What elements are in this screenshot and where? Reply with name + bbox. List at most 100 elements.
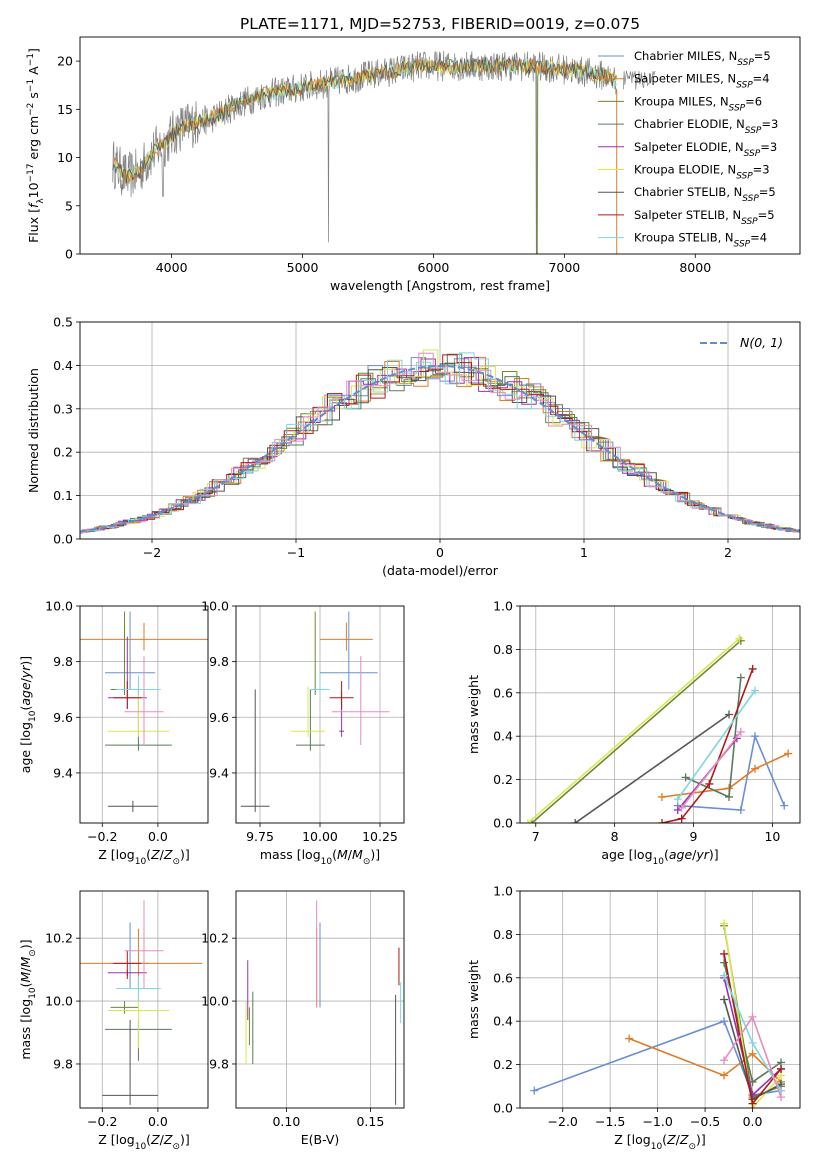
errorbar xyxy=(116,675,161,696)
axes-frame xyxy=(79,605,209,824)
y-tick-label: 0.5 xyxy=(53,315,73,330)
weight-point-marker xyxy=(777,1064,786,1073)
x-axis-label: age [log10(age/yr)] xyxy=(601,847,718,867)
plot-area-age_vs_z xyxy=(80,611,208,812)
x-tick-label: 7 xyxy=(532,829,540,844)
x-axis-label: wavelength [Angstrom, rest frame] xyxy=(330,278,550,293)
panel-residuals: −2 −1 0 1 2 0.0 0.1 0.2 0.3 0.4 0.5 (data-model)/er… xyxy=(26,315,801,578)
y-tick-label: 1.0 xyxy=(493,884,513,899)
weight-point-marker xyxy=(736,727,745,736)
panel-spectrum: 4000 5000 6000 7000 8000 0 5 10 15 20 wavelength [… xyxy=(26,36,801,293)
weight-series-line xyxy=(661,752,789,798)
weight-point-marker xyxy=(625,1034,634,1043)
y-tick-label: 0.6 xyxy=(493,685,513,700)
y-tick-label: 0.1 xyxy=(53,488,73,503)
y-tick-label: 0.8 xyxy=(493,642,513,657)
weight-point-marker xyxy=(736,673,745,682)
errorbar xyxy=(102,1019,158,1105)
errorbar xyxy=(113,681,142,709)
errorbar xyxy=(113,950,142,980)
axes-frame xyxy=(519,605,801,824)
errorbar xyxy=(80,622,208,651)
weight-series-line xyxy=(574,713,730,823)
y-tick-label: 0.4 xyxy=(493,1014,513,1029)
x-axis-label: Z [log10(Z/Z⊙)] xyxy=(98,847,190,867)
plot-area-residuals xyxy=(80,349,800,534)
weight-point-marker xyxy=(571,819,580,823)
y-tick-label: 0.0 xyxy=(493,816,513,831)
weight-point-marker xyxy=(735,634,744,643)
plot-area-mass_vs_z xyxy=(80,900,203,1105)
weight-point-marker xyxy=(725,792,734,801)
x-tick-label: 1 xyxy=(580,545,588,560)
errorbar xyxy=(105,611,156,690)
weight-point-marker xyxy=(705,779,714,788)
legend-entry-label: Salpeter STELIB, NSSP=5 xyxy=(634,208,775,227)
errorbar xyxy=(240,689,270,812)
x-tick-label: −1.0 xyxy=(642,1114,672,1129)
spectrum-observed-red xyxy=(622,70,656,90)
plot-area-weight_vs_z xyxy=(530,919,786,1108)
weight-point-marker xyxy=(657,792,666,801)
y-tick-label: 10.0 xyxy=(45,599,73,614)
weight-point-marker xyxy=(720,958,729,967)
x-tick-label: −0.2 xyxy=(87,1114,117,1129)
legend-entry-label: Chabrier STELIB, NSSP=5 xyxy=(634,185,776,204)
x-tick-label: 4000 xyxy=(156,260,188,275)
x-tick-label: 6000 xyxy=(418,260,450,275)
weight-point-marker xyxy=(748,1012,757,1021)
axes-frame xyxy=(79,36,801,255)
y-tick-label: 0.0 xyxy=(493,1101,513,1116)
x-tick-label: 0.15 xyxy=(356,1114,384,1129)
y-tick-label: 9.4 xyxy=(209,765,229,780)
y-axis-label: mass weight xyxy=(466,960,481,1039)
weight-point-marker xyxy=(720,949,729,958)
y-tick-label: 0.3 xyxy=(53,401,73,416)
y-tick-label: 9.4 xyxy=(53,765,73,780)
legend-entry-label: Chabrier MILES, NSSP=5 xyxy=(634,49,771,68)
errorbar xyxy=(310,675,330,696)
y-tick-label: 9.6 xyxy=(53,710,73,725)
x-tick-label: 2 xyxy=(724,545,732,560)
x-tick-label: 0.0 xyxy=(148,1114,168,1129)
weight-point-marker xyxy=(751,764,760,773)
weight-point-marker xyxy=(736,805,745,814)
errorbar xyxy=(320,611,378,690)
gaussian-curve xyxy=(80,364,800,533)
y-axis-label: mass [log10(M/M⊙)] xyxy=(18,939,38,1059)
y-tick-label: 9.6 xyxy=(209,710,229,725)
x-tick-label: 0.0 xyxy=(743,1114,763,1129)
x-tick-label: 10 xyxy=(764,829,780,844)
x-tick-label: 0 xyxy=(436,545,444,560)
y-tick-label: 0.0 xyxy=(53,532,73,547)
y-tick-label: 9.8 xyxy=(209,654,229,669)
residual-histogram xyxy=(80,352,800,533)
errorbar xyxy=(291,686,325,737)
panel-weight_vs_z: −2.0 −1.5 −1.0 −0.5 0.0 0.0 0.2 0.4 0.6 0.8 1.0 Z [… xyxy=(466,884,801,1152)
errorbar xyxy=(320,622,373,651)
panel-weight_vs_age: 7 8 9 10 0.0 0.2 0.4 0.6 0.8 1.0 age [log10(age/yr… xyxy=(466,599,801,867)
x-tick-label: 0.10 xyxy=(272,1114,300,1129)
weight-point-marker xyxy=(677,803,686,812)
y-axis-label: mass weight xyxy=(466,675,481,754)
legend-entry-label: Kroupa ELODIE, NSSP=3 xyxy=(634,163,770,182)
errorbar xyxy=(296,689,325,751)
x-tick-label: −1.5 xyxy=(595,1114,625,1129)
y-tick-label: 9.8 xyxy=(53,1056,73,1071)
plot-area-weight_vs_age xyxy=(523,634,793,823)
y-axis-label: Normed distribution xyxy=(26,368,41,493)
y-tick-label: 0.4 xyxy=(53,358,73,373)
residual-histogram xyxy=(80,352,800,533)
y-tick-label: 20 xyxy=(57,54,73,69)
weight-point-marker xyxy=(748,1038,757,1047)
panel-mass_vs_ebv: 0.10 0.15 9.8 10.0 10.2 E(B-V) xyxy=(201,890,405,1147)
y-axis-label: age [log10(age/yr)] xyxy=(18,656,38,773)
legend-spectrum: Chabrier MILES, NSSP=5 Salpeter MILES, NS… xyxy=(598,49,778,250)
y-tick-label: 10.2 xyxy=(45,931,73,946)
weight-series-line xyxy=(681,731,742,809)
x-tick-label: 8000 xyxy=(679,260,711,275)
weight-point-marker xyxy=(720,1017,729,1026)
weight-point-marker xyxy=(748,1099,757,1108)
